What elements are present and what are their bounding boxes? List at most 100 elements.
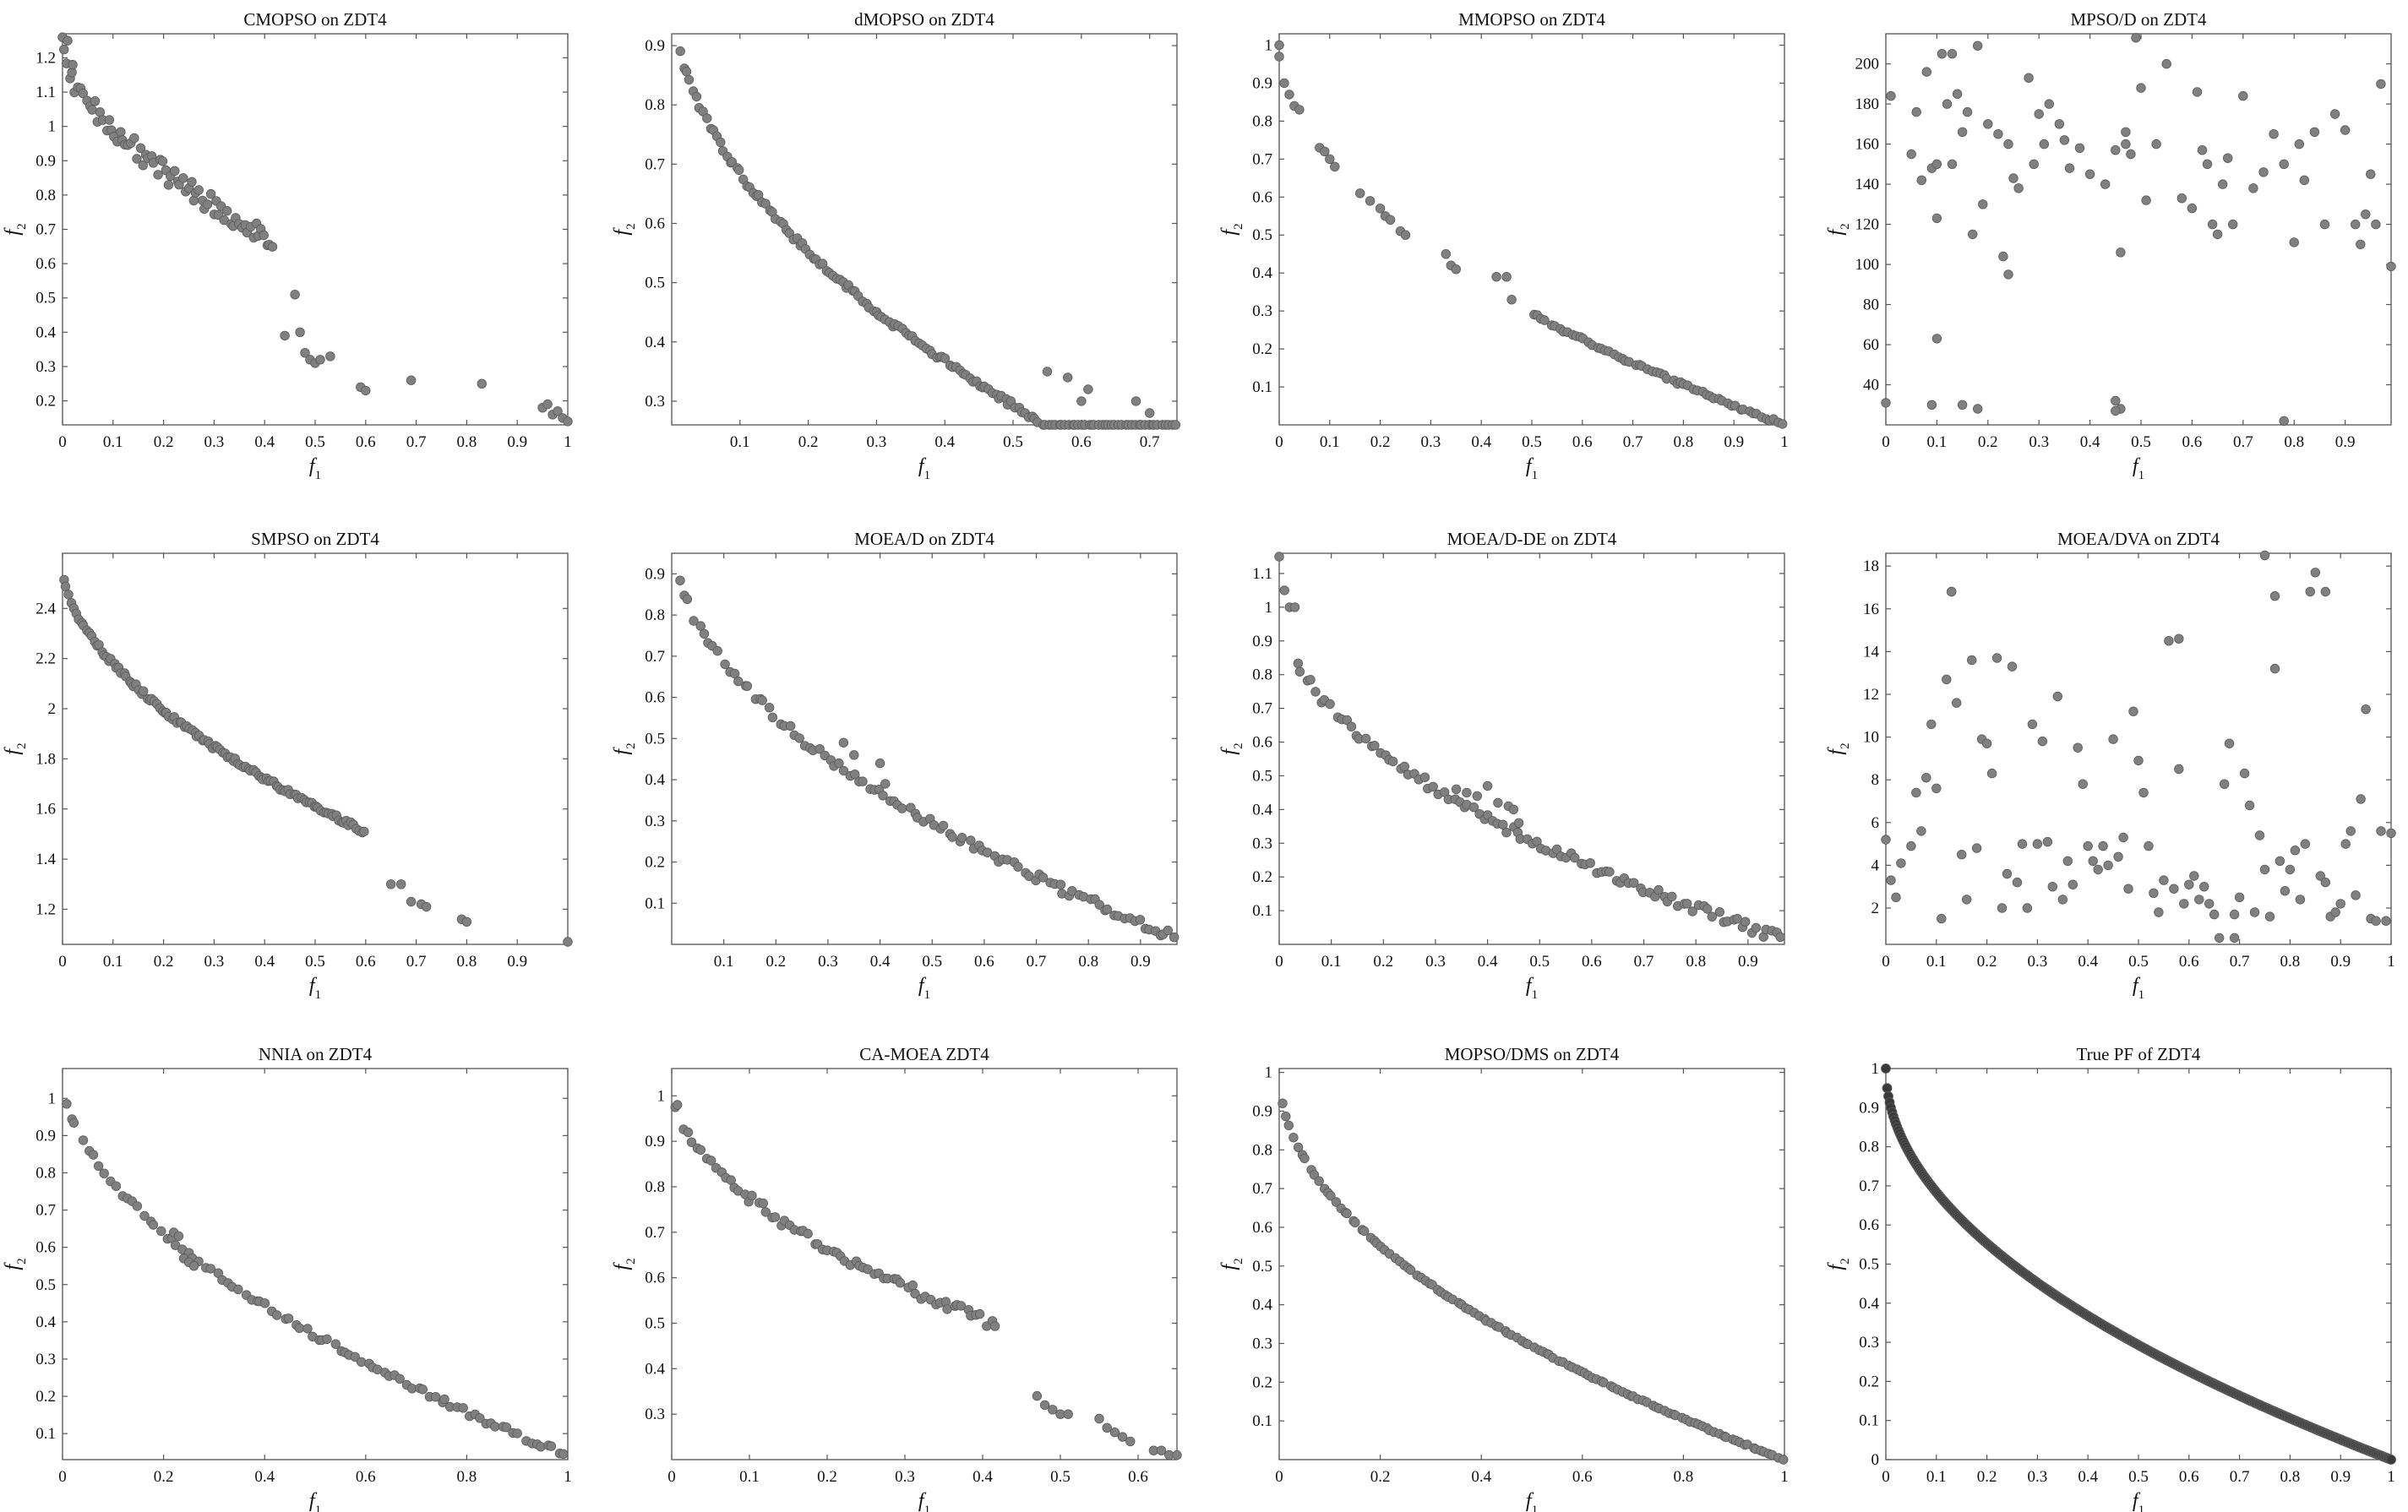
- data-point: [2136, 83, 2146, 93]
- data-point: [2161, 58, 2171, 69]
- x-tick-label: 0.7: [1634, 953, 1654, 971]
- data-point: [563, 937, 573, 947]
- data-point: [406, 375, 417, 385]
- data-point: [138, 160, 149, 171]
- x-tick-label: 0.2: [1370, 1468, 1391, 1486]
- y-tick-label: 0.9: [35, 152, 56, 170]
- data-point: [760, 199, 771, 209]
- data-point: [2052, 691, 2063, 702]
- y-tick-label: 1.1: [35, 84, 56, 101]
- x-tick-label: 0.1: [1320, 433, 1340, 451]
- chart-panel-9: NNIA on ZDT4 0 0.2 0.4 0.6 0.8 1 0.1 0.2 0.3 0.4 0.…: [2, 1044, 572, 1512]
- y-tick-label: 0.8: [645, 96, 665, 114]
- x-tick-label: 0.3: [1421, 433, 1441, 451]
- data-point: [512, 1428, 522, 1439]
- x-tick-label: 1: [2387, 953, 2395, 971]
- data-point: [2111, 144, 2121, 155]
- x-tick-label: 0.7: [2233, 433, 2253, 451]
- data-point: [1493, 797, 1503, 808]
- data-point: [2121, 127, 2131, 138]
- data-point: [1972, 41, 1983, 51]
- data-point: [2057, 895, 2068, 905]
- data-point: [2386, 261, 2396, 272]
- data-point: [2280, 885, 2291, 896]
- data-point: [2012, 877, 2023, 888]
- data-point: [1906, 840, 1916, 851]
- data-point: [475, 1413, 485, 1423]
- y-tick-label: 0.8: [1252, 112, 1272, 130]
- data-point: [2133, 755, 2144, 766]
- data-point: [989, 1321, 1000, 1331]
- data-point: [1931, 334, 1942, 344]
- data-point: [1278, 1098, 1288, 1108]
- x-tick-label: 0.1: [103, 433, 123, 451]
- data-point: [695, 621, 706, 631]
- x-tick-label: 0: [1275, 953, 1283, 971]
- data-point: [395, 1373, 405, 1384]
- data-point: [1604, 867, 1615, 877]
- plot-area: [1278, 552, 1785, 945]
- data-point: [187, 177, 197, 188]
- y-tick-label: 2.4: [35, 600, 56, 617]
- y-tick-label: 0.8: [1252, 666, 1272, 684]
- data-point: [78, 1135, 89, 1145]
- data-point: [940, 353, 951, 363]
- data-point: [2039, 139, 2050, 150]
- data-point: [1886, 875, 1896, 885]
- y-tick-label: 0.1: [1859, 1412, 1879, 1430]
- x-tick-label: 0.8: [1686, 953, 1706, 971]
- y-tick-label: 0.5: [645, 730, 665, 748]
- data-points: [1278, 1098, 1789, 1465]
- data-point: [563, 416, 573, 427]
- x-tick-label: 0.2: [1977, 953, 1997, 971]
- y-tick-label: 0.3: [35, 358, 56, 376]
- x-tick-label: 1: [564, 433, 572, 451]
- data-point: [1653, 884, 1664, 895]
- data-point: [1926, 400, 1937, 411]
- x-tick-label: 0.5: [2128, 953, 2149, 971]
- data-point: [2174, 764, 2184, 775]
- data-point: [1399, 761, 1410, 772]
- data-point: [2202, 159, 2213, 170]
- data-point: [2128, 706, 2138, 716]
- data-point: [290, 290, 300, 300]
- data-point: [2345, 826, 2356, 836]
- x-tick-label: 0.9: [1130, 953, 1151, 971]
- x-tick-label: 0.6: [2182, 433, 2203, 451]
- data-point: [1961, 895, 1972, 905]
- data-point: [1342, 1208, 1352, 1219]
- x-tick-label: 0.6: [356, 953, 376, 971]
- data-point: [1891, 892, 1901, 903]
- data-point: [1993, 128, 2003, 139]
- data-point: [786, 721, 796, 732]
- y-tick-label: 14: [1863, 643, 1880, 661]
- y-tick-label: 0.9: [1252, 74, 1272, 92]
- data-point: [178, 173, 188, 183]
- data-point: [1170, 420, 1181, 430]
- x-tick-label: 0.5: [1529, 953, 1550, 971]
- data-point: [501, 1422, 512, 1433]
- x-tick-label: 0.3: [204, 953, 225, 971]
- data-point: [1294, 666, 1305, 677]
- x-tick-label: 0.3: [867, 433, 887, 451]
- data-point: [2269, 663, 2280, 674]
- y-tick-label: 0.3: [645, 393, 665, 411]
- data-point: [361, 385, 371, 396]
- data-point: [1299, 1153, 1310, 1164]
- data-point: [1293, 658, 1304, 669]
- data-point: [156, 1226, 166, 1237]
- y-tick-label: 0.8: [1859, 1139, 1879, 1156]
- data-point: [111, 1181, 122, 1191]
- plot-area: [671, 552, 1178, 945]
- data-point: [712, 645, 722, 656]
- y-tick-label: 0.9: [1252, 633, 1272, 650]
- data-point: [2238, 90, 2248, 101]
- x-tick-label: 0.2: [154, 433, 174, 451]
- y-tick-label: 0.3: [1252, 302, 1272, 320]
- data-point: [1687, 906, 1697, 916]
- x-tick-label: 0.4: [2078, 1468, 2098, 1486]
- data-point: [458, 1403, 468, 1413]
- x-tick-label: 0.5: [2128, 1468, 2149, 1486]
- data-point: [157, 156, 168, 166]
- x-tick-label: 0: [58, 1468, 67, 1486]
